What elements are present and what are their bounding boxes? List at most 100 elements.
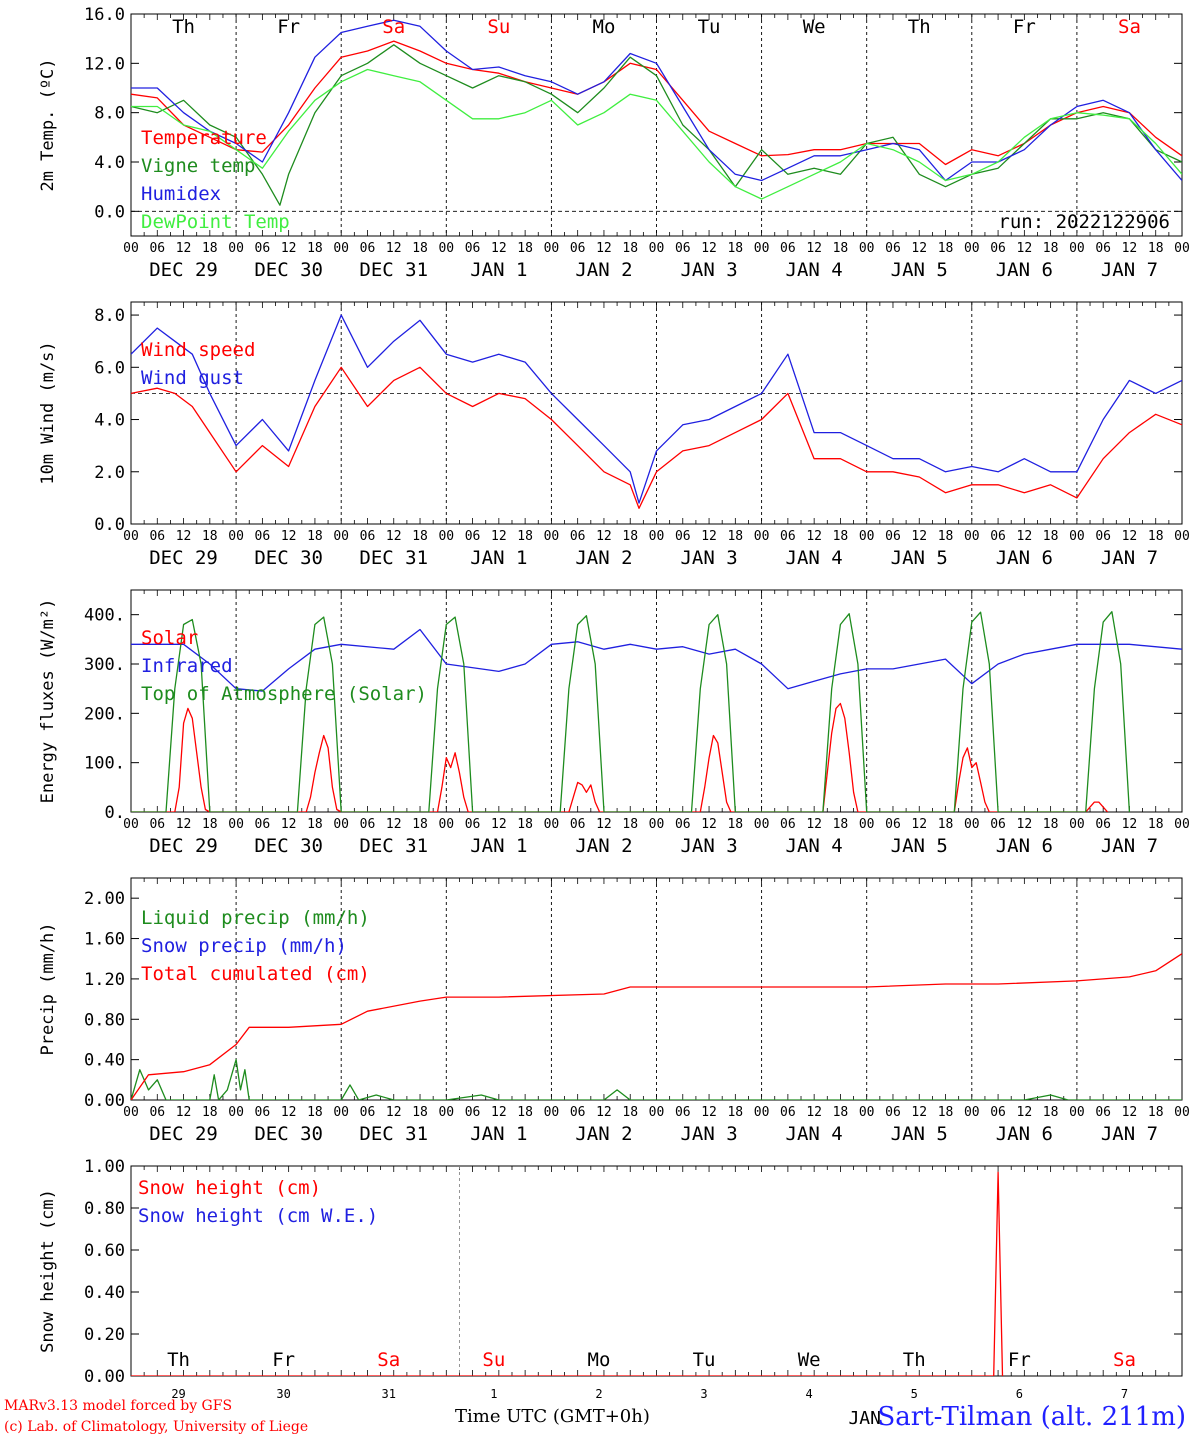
day-number-label: 2 [595,1387,602,1401]
panel-5: 0.00 0.20 0.40 0.60 0.80 1.00 Snow height (cm)… [38,1157,1183,1429]
hour-label: 00 [964,817,980,832]
hour-label: 00 [1069,529,1085,544]
day-separators [235,14,1078,236]
hour-label: 00 [333,529,349,544]
legend-entry: Total cumulated (cm) [141,963,370,985]
legend-entry: Snow height (cm W.E.) [138,1205,378,1227]
weekday-label: Fr [277,16,300,38]
hour-label: 06 [149,241,165,256]
date-label: JAN 1 [470,547,527,569]
hour-label: 06 [570,241,586,256]
series-line-liquid-precip-mm-h- [131,1058,1182,1100]
hour-label: 12 [1017,1105,1033,1120]
date-label: JAN 5 [891,547,948,569]
hour-label: 00 [964,529,980,544]
hour-label: 06 [990,529,1006,544]
hour-label: 06 [885,1105,901,1120]
hour-label: 18 [938,241,954,256]
hour-label: 18 [517,529,533,544]
date-label: JAN 2 [575,1123,632,1145]
date-label: JAN 1 [470,1123,527,1145]
run-annotation: run: 2022122906 [998,211,1170,233]
y-tick-label: 12.0 [84,54,125,74]
weekday-label: We [803,16,826,38]
hour-label: 06 [360,241,376,256]
hour-label: 00 [123,241,139,256]
y-tick-label: 16.0 [84,5,125,25]
date-label: JAN 4 [786,835,843,857]
series-group [131,19,1182,206]
hour-label: 06 [990,817,1006,832]
date-label: DEC 31 [359,547,428,569]
y-axis: 0.00 0.20 0.40 0.60 0.80 1.00 [84,1157,1182,1387]
date-labels: DEC 29 DEC 30 DEC 31 JAN 1 JAN 2 JAN 3 JAN 4 JA… [149,259,1158,281]
hour-label: 00 [228,817,244,832]
hour-label: 18 [727,1105,743,1120]
hour-label: 12 [281,529,297,544]
day-number-label: 30 [276,1387,290,1401]
date-label: JAN 7 [1101,835,1158,857]
legend-entry: Snow height (cm) [138,1177,321,1199]
hour-label: 00 [649,1105,665,1120]
hour-label: 06 [1095,1105,1111,1120]
series-line-temperature [131,40,1182,166]
weekday-labels: Th Fr Sa Su Mo Tu We Th Fr Sa [172,16,1141,38]
day-number-label: 5 [911,1387,918,1401]
hour-label: 12 [806,817,822,832]
hour-label: 18 [1043,529,1059,544]
hour-label: 00 [1069,241,1085,256]
y-axis-title: Snow height (cm) [38,1189,58,1353]
day-number-label: 3 [700,1387,707,1401]
month-label: JAN [848,1408,881,1429]
hour-label: 00 [333,817,349,832]
y-tick-label: 0.40 [84,1051,125,1071]
y-tick-label: 1.00 [84,1157,125,1177]
y-tick-label: 0.80 [84,1199,125,1219]
hour-label: 12 [491,529,507,544]
weekday-label: Fr [1013,16,1036,38]
legend: Wind speed Wind gust [141,339,255,389]
date-label: DEC 31 [359,1123,428,1145]
legend-entry: Snow precip (mm/h) [141,935,347,957]
legend: Solar Infrared Top of Atmosphere (Solar) [141,627,427,705]
hour-label: 18 [622,529,638,544]
day-number-label: 1 [490,1387,497,1401]
weekday-label: Tu [693,1349,716,1371]
hour-label: 18 [622,241,638,256]
legend-entry: Wind speed [141,339,255,361]
hour-label: 12 [806,241,822,256]
hour-label: 00 [1174,817,1190,832]
hour-label: 18 [412,817,428,832]
hour-label: 18 [833,241,849,256]
hour-label: 00 [544,1105,560,1120]
hour-label: 00 [228,241,244,256]
y-axis: 0.0 4.0 8.0 12.0 16.0 [84,5,1182,222]
series-group [131,1171,1004,1376]
date-label: JAN 6 [996,259,1053,281]
y-tick-label: 1.20 [84,970,125,990]
hour-labels: 00 06 12 18 00 06 12 18 00 06 12 18 00 06 12 18 00 06 12 18… [123,1105,1190,1120]
station-name: Sart-Tilman (alt. 211m) [877,1402,1186,1432]
date-label: JAN 5 [891,835,948,857]
weekday-label: Su [487,16,510,38]
hour-label: 18 [202,817,218,832]
weekday-label: Th [903,1349,926,1371]
hour-label: 18 [1148,241,1164,256]
hour-label: 06 [465,529,481,544]
y-axis-title: Precip (mm/h) [38,922,58,1055]
hour-label: 00 [1174,1105,1190,1120]
hour-label: 12 [596,241,612,256]
hour-label: 06 [885,241,901,256]
date-label: JAN 4 [786,1123,843,1145]
date-label: JAN 2 [575,547,632,569]
hour-label: 06 [1095,241,1111,256]
day-number-label: 6 [1016,1387,1023,1401]
hour-ticks [130,1166,1183,1376]
hour-label: 00 [859,817,875,832]
hour-label: 18 [517,241,533,256]
hour-label: 18 [517,817,533,832]
hour-label: 12 [596,529,612,544]
hour-label: 00 [754,1105,770,1120]
hour-label: 00 [333,1105,349,1120]
